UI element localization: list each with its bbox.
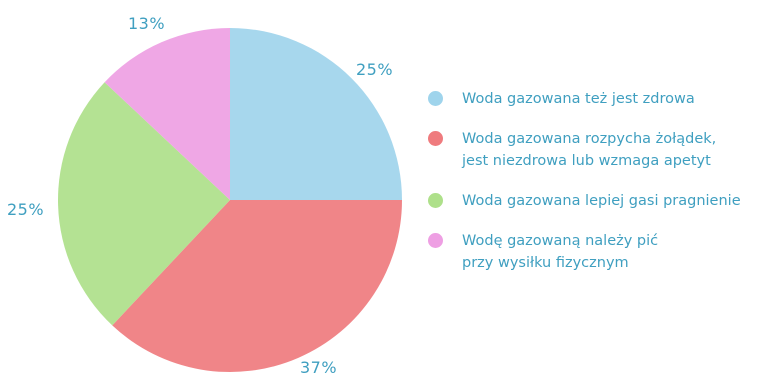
legend-text: Woda gazowana rozpycha żołądek,: [462, 131, 717, 147]
legend-item-pink: Wodę gazowaną należy pić przy wysiłku fi…: [428, 230, 763, 274]
legend-item-green: Woda gazowana lepiej gasi pragnienie: [428, 190, 763, 212]
slice-label-green: 25%: [7, 200, 45, 219]
legend-item-red: Woda gazowana rozpycha żołądek, jest nie…: [428, 128, 763, 172]
legend: Woda gazowana też jest zdrowa Woda gazow…: [428, 88, 763, 292]
legend-text: Wodę gazowaną należy pić: [462, 233, 659, 249]
legend-text: Woda gazowana lepiej gasi pragnienie: [462, 193, 741, 209]
slice-label-pink: 13%: [128, 14, 166, 33]
slice-label-red: 37%: [300, 358, 338, 377]
legend-swatch-green: [428, 193, 443, 208]
legend-swatch-pink: [428, 233, 443, 248]
legend-text: Woda gazowana też jest zdrowa: [462, 91, 695, 107]
pie-slice-pink: [104, 28, 230, 200]
pie-slice-red: [112, 200, 402, 372]
legend-swatch-blue: [428, 91, 443, 106]
legend-text: przy wysiłku fizycznym: [462, 255, 629, 271]
legend-item-blue: Woda gazowana też jest zdrowa: [428, 88, 763, 110]
slice-label-blue: 25%: [356, 60, 394, 79]
legend-text: jest niezdrowa lub wzmaga apetyt: [462, 153, 711, 169]
pie-slice-green: [58, 82, 231, 326]
pie-slice-blue: [230, 28, 402, 200]
legend-swatch-red: [428, 131, 443, 146]
